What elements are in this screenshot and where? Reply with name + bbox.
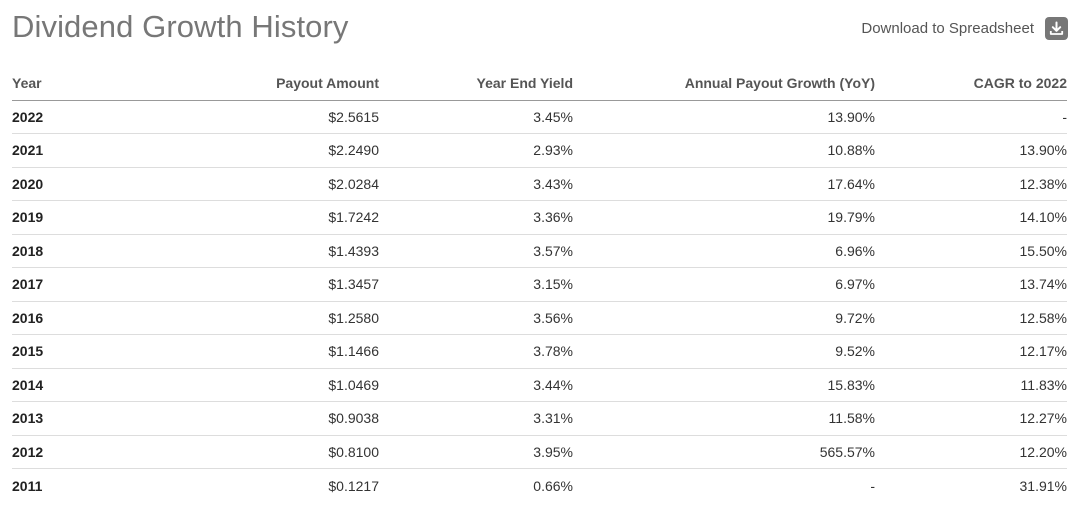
payout-amount-cell: $1.7242 xyxy=(107,200,379,235)
cagr-cell: 11.83% xyxy=(875,368,1067,402)
annual-growth-cell: 9.72% xyxy=(573,301,875,335)
table-row: 2017 $1.3457 3.15% 6.97% 13.74% xyxy=(12,267,1067,302)
year-end-yield-cell: 3.95% xyxy=(379,435,573,469)
annual-growth-cell: 9.52% xyxy=(573,334,875,369)
year-end-yield-cell: 3.56% xyxy=(379,301,573,335)
cagr-cell: 12.27% xyxy=(875,401,1067,436)
page-title: Dividend Growth History xyxy=(12,9,349,44)
annual-growth-cell: 565.57% xyxy=(573,435,875,469)
annual-growth-cell: - xyxy=(870,477,875,494)
year-cell: 2022 xyxy=(12,100,107,134)
year-cell: 2020 xyxy=(12,167,107,201)
cagr-cell: 31.91% xyxy=(1019,477,1067,494)
cagr-cell: 12.38% xyxy=(875,167,1067,201)
cagr-cell: - xyxy=(875,100,1067,134)
table-row: 2018 $1.4393 3.57% 6.96% 15.50% xyxy=(12,234,1067,268)
annual-growth-cell: 19.79% xyxy=(573,200,875,235)
table-row: 2015 $1.1466 3.78% 9.52% 12.17% xyxy=(12,334,1067,369)
download-label: Download to Spreadsheet xyxy=(861,19,1034,37)
payout-amount-cell: $0.9038 xyxy=(107,401,379,436)
download-icon xyxy=(1045,16,1068,40)
year-cell: 2021 xyxy=(12,133,107,168)
annual-growth-cell: 13.90% xyxy=(573,100,875,134)
annual-growth-cell: 6.96% xyxy=(573,234,875,268)
table-row: 2016 $1.2580 3.56% 9.72% 12.58% xyxy=(12,301,1067,335)
cagr-cell: 12.17% xyxy=(875,334,1067,369)
dividend-history-table: Year Payout Amount Year End Yield Annual… xyxy=(12,67,1067,502)
table-row: 2013 $0.9038 3.31% 11.58% 12.27% xyxy=(12,401,1067,436)
payout-amount-cell: $1.0469 xyxy=(107,368,379,402)
column-header-year-end-yield[interactable]: Year End Yield xyxy=(379,67,573,101)
annual-growth-cell: 11.58% xyxy=(573,401,875,436)
table-row: 2020 $2.0284 3.43% 17.64% 12.38% xyxy=(12,167,1067,201)
year-end-yield-cell: 3.78% xyxy=(379,334,573,369)
year-cell: 2017 xyxy=(12,267,107,302)
table-row: 2019 $1.7242 3.36% 19.79% 14.10% xyxy=(12,200,1067,235)
table-row: 2012 $0.8100 3.95% 565.57% 12.20% xyxy=(12,435,1067,469)
cagr-cell: 12.20% xyxy=(875,435,1067,469)
table-row: 2014 $1.0469 3.44% 15.83% 11.83% xyxy=(12,368,1067,402)
download-spreadsheet-button[interactable]: Download to Spreadsheet xyxy=(861,16,1068,40)
cagr-cell: 15.50% xyxy=(875,234,1067,268)
year-end-yield-cell: 3.36% xyxy=(379,200,573,235)
payout-amount-cell: $2.5615 xyxy=(107,100,379,134)
year-cell: 2015 xyxy=(12,334,107,369)
year-cell: 2013 xyxy=(12,401,107,436)
year-cell: 2011 xyxy=(12,477,43,494)
annual-growth-cell: 10.88% xyxy=(573,133,875,168)
column-header-annual-payout-growth[interactable]: Annual Payout Growth (YoY) xyxy=(573,67,875,101)
table-body: 2022 $2.5615 3.45% 13.90% -2021 $2.2490 2.93% 1… xyxy=(12,100,1067,502)
year-end-yield-cell: 3.43% xyxy=(379,167,573,201)
payout-amount-cell: $1.1466 xyxy=(107,334,379,369)
column-header-payout-amount[interactable]: Payout Amount xyxy=(107,67,379,101)
year-end-yield-cell: 3.57% xyxy=(379,234,573,268)
year-cell: 2012 xyxy=(12,435,107,469)
payout-amount-cell: $2.2490 xyxy=(107,133,379,168)
cagr-cell: 12.58% xyxy=(875,301,1067,335)
year-cell: 2019 xyxy=(12,200,107,235)
table-header-row: Year Payout Amount Year End Yield Annual… xyxy=(12,67,1067,101)
year-end-yield-cell: 0.66% xyxy=(533,477,573,494)
table-row: 2011 $0.1217 0.66% - 31.91% xyxy=(12,469,1067,503)
payout-amount-cell: $0.1217 xyxy=(328,477,379,494)
year-cell: 2014 xyxy=(12,368,107,402)
year-end-yield-cell: 2.93% xyxy=(379,133,573,168)
column-header-year[interactable]: Year xyxy=(12,67,107,101)
annual-growth-cell: 15.83% xyxy=(573,368,875,402)
payout-amount-cell: $1.3457 xyxy=(107,267,379,302)
cagr-cell: 13.90% xyxy=(875,133,1067,168)
table-row: 2021 $2.2490 2.93% 10.88% 13.90% xyxy=(12,133,1067,168)
annual-growth-cell: 17.64% xyxy=(573,167,875,201)
year-end-yield-cell: 3.31% xyxy=(379,401,573,436)
annual-growth-cell: 6.97% xyxy=(573,267,875,302)
year-cell: 2016 xyxy=(12,301,107,335)
year-end-yield-cell: 3.44% xyxy=(379,368,573,402)
column-header-cagr[interactable]: CAGR to 2022 xyxy=(875,67,1067,101)
payout-amount-cell: $0.8100 xyxy=(107,435,379,469)
payout-amount-cell: $1.4393 xyxy=(107,234,379,268)
table-row: 2022 $2.5615 3.45% 13.90% - xyxy=(12,100,1067,134)
payout-amount-cell: $2.0284 xyxy=(107,167,379,201)
payout-amount-cell: $1.2580 xyxy=(107,301,379,335)
cagr-cell: 13.74% xyxy=(875,267,1067,302)
year-end-yield-cell: 3.45% xyxy=(379,100,573,134)
year-end-yield-cell: 3.15% xyxy=(379,267,573,302)
year-cell: 2018 xyxy=(12,234,107,268)
cagr-cell: 14.10% xyxy=(875,200,1067,235)
